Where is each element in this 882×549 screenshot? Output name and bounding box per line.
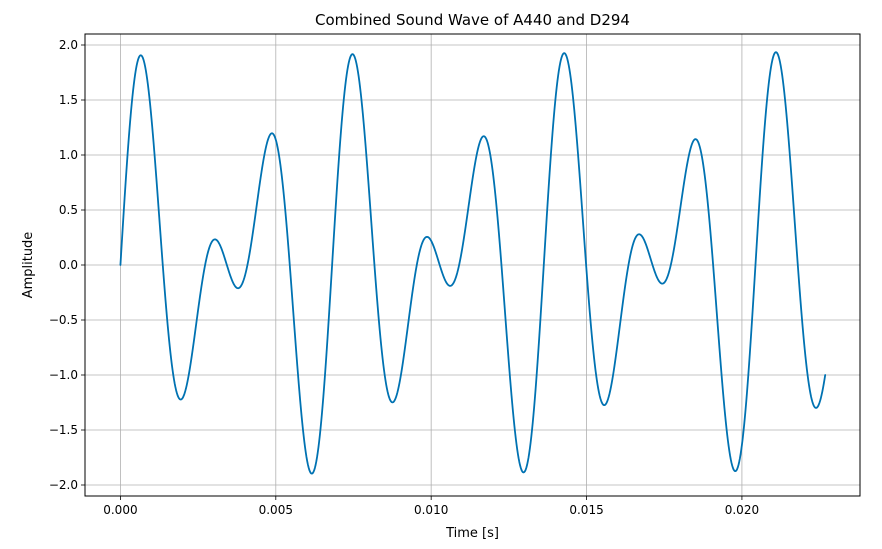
grid-lines	[85, 34, 860, 496]
x-tick-label: 0.005	[259, 503, 293, 517]
y-tick-label: 0.0	[59, 258, 78, 272]
y-tick-label: 0.5	[59, 203, 78, 217]
x-tick-label: 0.015	[569, 503, 603, 517]
y-tick-label: −0.5	[49, 313, 78, 327]
y-tick-label: 1.5	[59, 93, 78, 107]
chart-title: Combined Sound Wave of A440 and D294	[315, 11, 630, 29]
y-axis-label: Amplitude	[21, 232, 36, 299]
x-axis-label: Time [s]	[445, 526, 499, 541]
axis-ticks: 0.000 0.005 0.010 0.015 0.020 −2.0 −1.5 −1.0 −0.…	[49, 38, 759, 517]
y-tick-label: −2.0	[49, 478, 78, 492]
series-layer	[119, 51, 827, 475]
series-line	[119, 51, 827, 475]
y-tick-label: −1.0	[49, 368, 78, 382]
x-tick-label: 0.010	[414, 503, 448, 517]
y-tick-label: 2.0	[59, 38, 78, 52]
x-tick-label: 0.000	[103, 503, 137, 517]
y-tick-label: 1.0	[59, 148, 78, 162]
y-tick-label: −1.5	[49, 423, 78, 437]
x-tick-label: 0.020	[725, 503, 759, 517]
